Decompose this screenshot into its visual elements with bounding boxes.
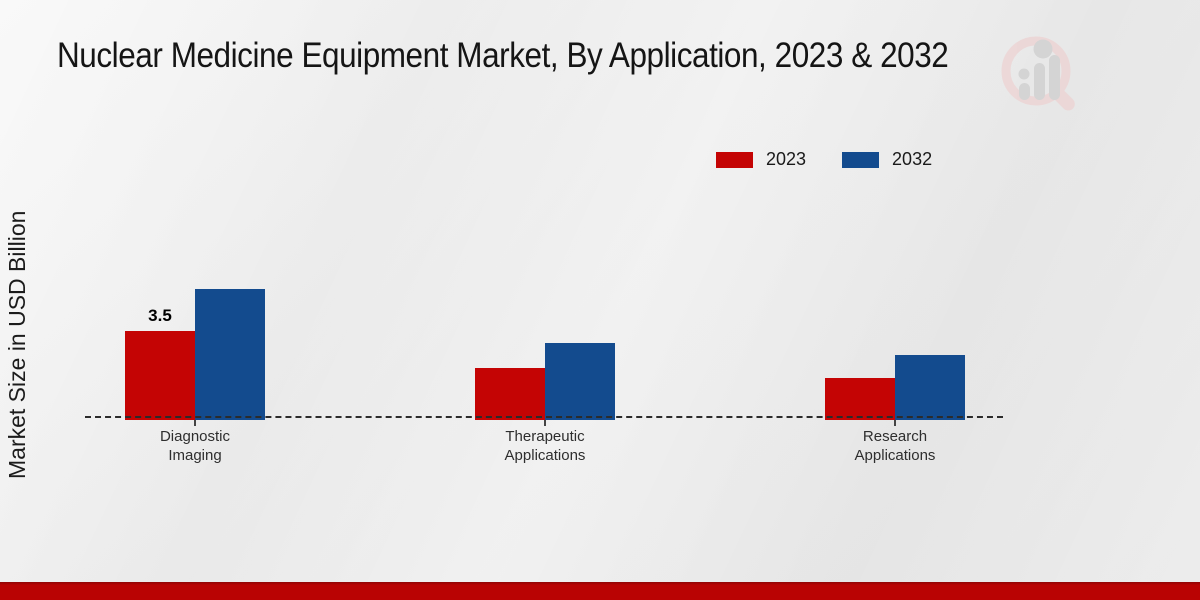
logo-dot-large xyxy=(1033,39,1053,59)
legend-item-2023: 2023 xyxy=(716,149,806,170)
category-label-diagnostic-imaging: Diagnostic Imaging xyxy=(159,428,231,464)
bar-2032-diagnostic-imaging xyxy=(195,289,265,420)
data-label-2023-diagnostic-imaging: 3.5 xyxy=(148,306,172,325)
category-label-therapeutic-applications: Therapeutic Applications xyxy=(504,428,586,464)
legend-label-2023: 2023 xyxy=(766,149,807,169)
bar-2032-therapeutic-applications xyxy=(545,343,615,420)
legend-item-2032: 2032 xyxy=(842,149,932,170)
bar-2023-diagnostic-imaging xyxy=(125,331,195,420)
magnifier-ring xyxy=(1001,36,1071,106)
market-research-magnifier-logo xyxy=(1001,36,1075,111)
x-axis-tick-diagnostic-imaging xyxy=(194,420,196,426)
bar-2032-research-applications xyxy=(895,355,965,420)
logo-bar-medium xyxy=(1034,63,1045,100)
bar-2023-therapeutic-applications xyxy=(475,368,545,420)
logo-dot-small xyxy=(1018,68,1030,80)
footer-stripe xyxy=(0,582,1200,600)
legend-swatch-2023 xyxy=(716,151,753,168)
x-axis-baseline xyxy=(85,416,1003,418)
chart-title: Nuclear Medicine Equipment Market, By Ap… xyxy=(57,36,949,75)
logo-bar-short xyxy=(1019,83,1030,100)
legend: 2023 2032 xyxy=(716,149,932,170)
x-axis-tick-therapeutic-applications xyxy=(544,420,546,426)
legend-label-2032: 2032 xyxy=(892,149,933,169)
x-axis-tick-research-applications xyxy=(894,420,896,426)
legend-swatch-2032 xyxy=(842,151,880,168)
category-label-research-applications: Research Applications xyxy=(854,428,936,464)
logo-bar-tall xyxy=(1049,55,1060,100)
bar-2023-research-applications xyxy=(825,378,895,420)
